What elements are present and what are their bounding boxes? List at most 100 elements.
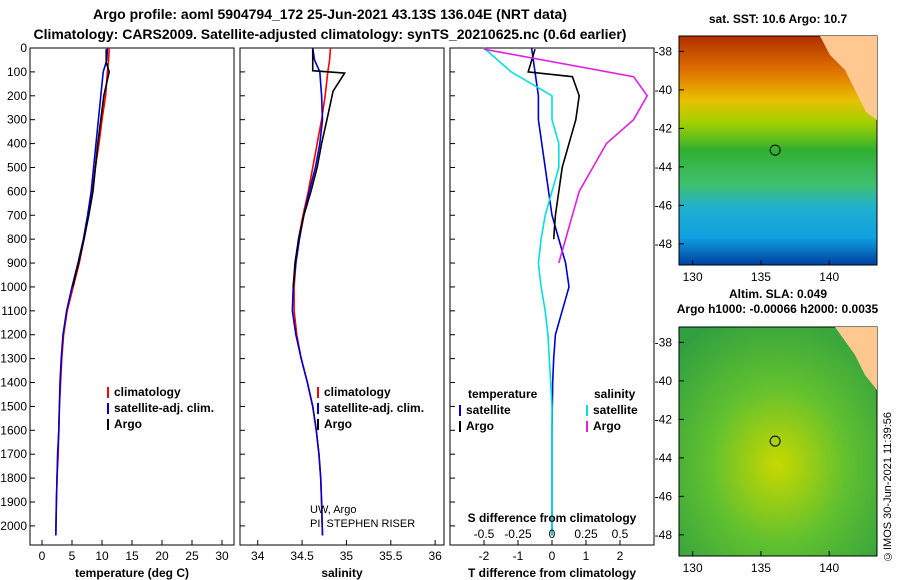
sst-map: [678, 35, 878, 266]
sla-float-marker: [769, 435, 781, 447]
y-tick-label: 1700: [0, 447, 27, 461]
y-tick-label: 300: [7, 113, 27, 127]
sst-float-marker: [769, 144, 781, 156]
legend-label: Argo: [593, 419, 621, 433]
legend-label: Argo: [114, 417, 142, 431]
series-line-s-satellite: [483, 47, 560, 536]
map-lat-label: -42: [655, 412, 673, 426]
series-line-satellite-adj-clim-: [55, 47, 109, 536]
map-lat-label: -40: [655, 83, 673, 97]
legend-title-temperature: temperature: [468, 387, 538, 401]
x-tick-label: 35: [340, 549, 354, 563]
x-tick-label: 34.5: [290, 549, 314, 563]
panel-frame-temperature: [29, 47, 235, 546]
x-axis-label: salinity: [321, 566, 363, 580]
map-lon-label: 140: [819, 270, 839, 284]
y-tick-label: 400: [7, 137, 27, 151]
legend-label: climatology: [324, 385, 391, 399]
x-tick-label: 36: [428, 549, 442, 563]
pi-annotation: PI: STEPHEN RISER: [310, 518, 415, 530]
map-lon-label: 140: [819, 561, 839, 575]
map-lon-label: 135: [751, 561, 771, 575]
map-lat-label: -44: [655, 451, 673, 465]
map-lat-label: -48: [655, 237, 673, 251]
x2-tick-label: -0.25: [504, 527, 532, 541]
x-tick-label: 15: [125, 549, 139, 563]
y-tick-label: 1000: [0, 280, 27, 294]
sst-map-land: [820, 36, 877, 120]
map-lat-label: -42: [655, 121, 673, 135]
x-tick-label: 35.5: [379, 549, 403, 563]
x-tick-label: 20: [155, 549, 169, 563]
y-tick-label: 0: [20, 41, 27, 55]
imos-credit: ©IMOS 30-Jun-2021 11:39:56: [882, 412, 894, 562]
y-tick-label: 200: [7, 89, 27, 103]
x-tick-label: 10: [95, 549, 109, 563]
legend-label: climatology: [114, 385, 181, 399]
y-tick-label: 600: [7, 184, 27, 198]
series-line-climatology: [293, 47, 332, 536]
y-tick-label: 1800: [0, 471, 27, 485]
y-tick-label: 1100: [1, 304, 27, 318]
x-tick-label: 2: [617, 549, 624, 563]
map-lat-label: -40: [655, 374, 673, 388]
sst-map-title: sat. SST: 10.6 Argo: 10.7: [708, 12, 848, 26]
plot-title-line1: Argo profile: aoml 5904794_172 25-Jun-20…: [93, 6, 567, 22]
map-lat-label: -46: [655, 198, 673, 212]
x2-tick-label: -0.5: [474, 527, 495, 541]
x-tick-label: 0: [39, 549, 46, 563]
series-line-argo: [292, 49, 347, 288]
y-tick-label: 1600: [0, 423, 27, 437]
x-axis-label: temperature (deg C): [75, 566, 189, 580]
y-tick-label: 2000: [0, 519, 27, 533]
x2-tick-label: 0: [549, 527, 556, 541]
x-tick-label: 5: [69, 549, 76, 563]
x2-tick-label: 0.25: [574, 527, 598, 541]
y-tick-label: 1400: [0, 376, 27, 390]
x-tick-label: 1: [583, 549, 590, 563]
map-lat-label: -44: [655, 160, 673, 174]
x-tick-label: 30: [215, 549, 229, 563]
legend-label: Argo: [466, 419, 494, 433]
sla-map-subtitle: Argo h1000: -0.00066 h2000: 0.0035: [676, 302, 879, 316]
legend-label: satellite: [466, 403, 511, 417]
series-line-argo: [71, 49, 111, 288]
legend-title-salinity: salinity: [594, 387, 636, 401]
series-line-s-argo: [483, 48, 649, 264]
map-lat-label: -48: [655, 528, 673, 542]
legend-label: satellite-adj. clim.: [324, 401, 424, 415]
x2-axis-label: S difference from climatology: [468, 511, 637, 525]
y-tick-label: 700: [7, 208, 27, 222]
legend-label: satellite: [593, 403, 638, 417]
x-axis-label: T difference from climatology: [468, 566, 636, 580]
series-line-t-argo: [527, 48, 581, 240]
y-tick-label: 1500: [0, 399, 27, 413]
legend-label: satellite-adj. clim.: [114, 401, 214, 415]
series-line-t-satellite: [530, 47, 570, 536]
x-tick-label: -1: [513, 549, 524, 563]
sla-map-title: Altim. SLA: 0.049: [728, 287, 828, 301]
plot-title-line2: Climatology: CARS2009. Satellite-adjuste…: [33, 26, 627, 42]
map-lat-label: -38: [655, 335, 673, 349]
y-tick-label: 100: [7, 65, 27, 79]
x-tick-label: -2: [479, 549, 490, 563]
panel-frame-salinity: [239, 47, 445, 546]
map-lon-label: 135: [751, 270, 771, 284]
x2-tick-label: 0.5: [612, 527, 629, 541]
map-lat-label: -46: [655, 489, 673, 503]
map-lon-label: 130: [683, 561, 703, 575]
map-lon-label: 130: [683, 270, 703, 284]
map-lat-label: -38: [655, 44, 673, 58]
sla-map-land: [835, 327, 877, 390]
y-tick-label: 500: [7, 160, 27, 174]
x-tick-label: 25: [185, 549, 199, 563]
y-tick-label: 1900: [0, 495, 27, 509]
legend-label: Argo: [324, 417, 352, 431]
y-tick-label: 900: [7, 256, 27, 270]
series-line-satellite-adj-clim-: [291, 47, 324, 536]
x-tick-label: 34: [251, 549, 265, 563]
y-tick-label: 1200: [0, 328, 27, 342]
pi-annotation: UW, Argo: [310, 504, 356, 516]
x-tick-label: 0: [549, 549, 556, 563]
